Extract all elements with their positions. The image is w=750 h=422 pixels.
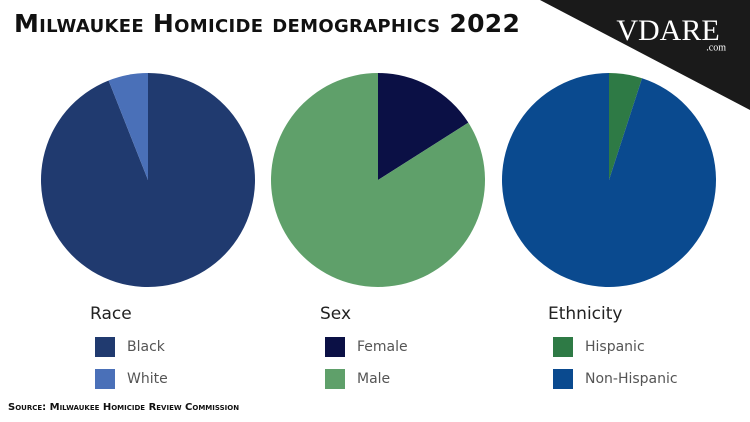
legend-label: Female <box>357 339 408 355</box>
legend-swatch <box>553 337 573 357</box>
legend-label: Hispanic <box>585 339 645 355</box>
title: Milwaukee Homicide demographics 2022 <box>14 9 521 38</box>
pie-slice <box>40 73 255 287</box>
logo: VDARE <box>616 14 719 47</box>
legend-swatch <box>553 369 573 389</box>
pie-slice <box>502 73 717 288</box>
logo-suffix: .com <box>706 42 726 53</box>
pie-slice <box>108 73 148 180</box>
legend-label: White <box>127 371 168 387</box>
source: Source: Milwaukee Homicide Review Commis… <box>8 402 240 413</box>
legend-title: Race <box>90 304 132 324</box>
legend-label: Male <box>357 371 390 387</box>
corner-banner <box>540 0 750 110</box>
legend-title: Sex <box>320 304 351 324</box>
pie-slice <box>609 73 643 180</box>
legend-swatch <box>325 369 345 389</box>
pie-slice <box>270 73 485 287</box>
legend-label: Black <box>127 339 166 355</box>
legend-swatch <box>95 337 115 357</box>
pie-slice <box>378 73 469 180</box>
legend-swatch <box>95 369 115 389</box>
legend-title: Ethnicity <box>548 304 622 324</box>
legend-label: Non-Hispanic <box>585 371 678 387</box>
legend-swatch <box>325 337 345 357</box>
